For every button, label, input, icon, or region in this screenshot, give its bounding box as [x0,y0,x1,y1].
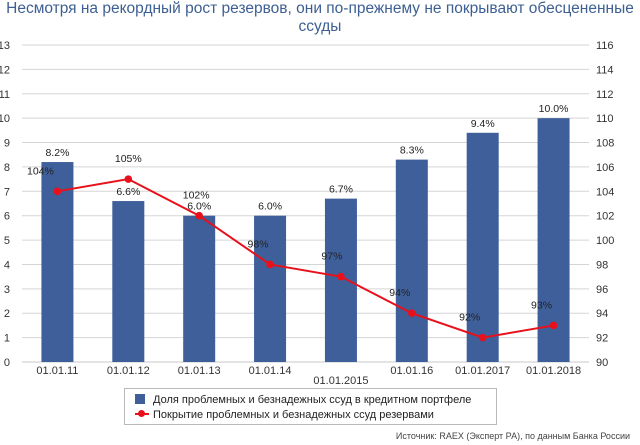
bar-value-label: 6.0% [258,201,282,213]
x-tick-label: 01.01.2017 [455,365,510,377]
right-tick-label: 106 [596,162,614,174]
line-value-label: 102% [183,190,210,202]
line-value-label: 94% [389,287,410,299]
bar-value-label: 8.2% [45,147,69,159]
gridlines [22,44,589,363]
legend-line-label: Покрытие проблемных и безнадежных ссуд р… [153,409,434,421]
line-marker-icon [135,409,149,419]
line-value-label: 98% [248,238,269,250]
chart-title: Несмотря на рекордный рост резервов, они… [6,0,634,35]
x-tick-label: 01.01.2018 [526,365,581,377]
left-tick-label: 11 [0,89,10,101]
bar [183,215,216,362]
x-tick-label: 01.01.12 [107,365,150,377]
line-point [53,187,62,196]
line-value-labels: 104% 105% 102% 98% 97% 94% 92% 93% [27,153,552,324]
right-tick-label: 98 [596,259,608,271]
left-tick-label: 6 [4,211,10,223]
right-tick-label: 100 [596,235,614,247]
bar [466,132,499,362]
right-tick-label: 108 [596,138,614,150]
right-tick-label: 92 [596,333,608,345]
series-line [57,178,554,339]
line-value-label: 104% [27,165,54,177]
right-tick-label: 116 [596,40,614,52]
bar [395,159,428,362]
bar-value-label: 10.0% [539,103,569,115]
left-tick-label: 3 [4,284,10,296]
line-value-label: 105% [115,153,142,165]
bar-series [41,118,570,363]
left-tick-label: 4 [4,259,10,271]
line-point [124,175,133,183]
line-value-label: 93% [531,299,552,311]
left-tick-label: 1 [4,333,10,345]
line-point [195,211,203,220]
right-tick-label: 96 [596,284,608,296]
right-tick-label: 94 [596,308,608,320]
bar [112,201,145,362]
left-tick-label: 10 [0,113,10,125]
x-axis-labels: 01.01.11 01.01.12 01.01.13 01.01.14 01.01.20… [36,365,581,387]
x-tick-label: 01.01.13 [178,365,221,377]
left-tick-label: 2 [4,308,10,320]
line-series [53,175,558,342]
bar-value-label: 6.7% [329,184,353,196]
legend: Доля проблемных и безнадежных ссуд в кре… [124,388,497,425]
bar-swatch-icon [135,394,145,404]
legend-bar-label: Доля проблемных и безнадежных ссуд в кре… [153,394,472,406]
line-point [337,272,345,281]
left-tick-label: 9 [4,138,10,150]
bar-value-label: 6.0% [187,201,211,213]
line-point [408,309,416,318]
line-point [549,321,558,330]
right-tick-label: 114 [596,64,614,76]
bar [254,215,287,362]
left-tick-label: 8 [4,162,10,174]
left-tick-label: 7 [4,186,10,198]
line-value-label: 97% [321,251,342,263]
right-tick-label: 110 [596,113,614,125]
bar-value-label: 6.6% [116,186,140,198]
x-tick-label: 01.01.16 [390,365,433,377]
line-point [266,260,274,269]
right-tick-label: 102 [596,211,614,223]
line-point [478,333,487,342]
right-axis: 90 92 94 96 98 100 102 104 106 108 110 112 114 116 [596,40,614,369]
right-tick-label: 104 [596,186,614,198]
x-tick-label: 01.01.11 [36,365,78,377]
left-tick-label: 12 [0,64,10,76]
legend-item-line[interactable]: Покрытие проблемных и безнадежных ссуд р… [135,409,434,421]
bar-value-label: 8.3% [400,145,424,157]
left-tick-label: 5 [4,235,10,247]
legend-item-bars[interactable]: Доля проблемных и безнадежных ссуд в кре… [135,394,471,406]
bar [41,162,74,362]
right-tick-label: 112 [596,89,614,101]
x-tick-label: 01.01.14 [249,365,292,377]
left-tick-label: 0 [4,357,10,369]
bar-value-label: 9.4% [471,118,495,130]
x-tick-label: 01.01.2015 [313,375,368,387]
left-tick-label: 13 [0,40,10,52]
bar-value-labels: 8.2% 6.6% 6.0% 6.0% 6.7% 8.3% 9.4% 10.0% [45,103,568,213]
source-note: Источник: RAEX (Эксперт РА), по данным Б… [395,431,630,441]
line-value-label: 92% [459,312,480,324]
right-tick-label: 90 [596,357,608,369]
bar [537,118,570,363]
